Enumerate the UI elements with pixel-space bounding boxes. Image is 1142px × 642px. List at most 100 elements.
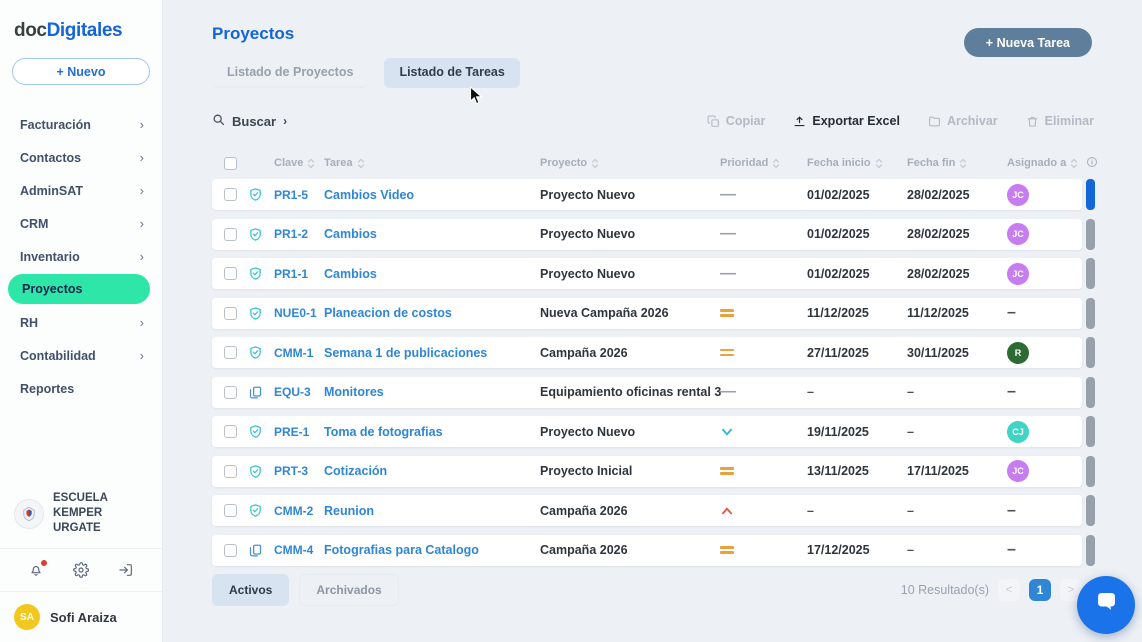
task-name-link[interactable]: Planeacion de costos bbox=[324, 306, 540, 320]
sort-icon[interactable] bbox=[875, 158, 883, 169]
sidebar-item-proyectos[interactable]: Proyectos bbox=[8, 274, 150, 304]
row-drag-handle[interactable] bbox=[1086, 337, 1095, 368]
row-drag-handle[interactable] bbox=[1086, 377, 1095, 408]
row-checkbox[interactable] bbox=[224, 465, 237, 478]
row-checkbox[interactable] bbox=[224, 307, 237, 320]
new-button[interactable]: + Nuevo bbox=[12, 58, 150, 85]
filter-activos[interactable]: Activos bbox=[212, 574, 289, 606]
sidebar-item-reportes[interactable]: Reportes bbox=[0, 372, 162, 405]
new-task-button[interactable]: + Nueva Tarea bbox=[964, 28, 1092, 57]
sort-icon[interactable] bbox=[1070, 158, 1078, 169]
status-filters: Activos Archivados bbox=[212, 574, 399, 606]
eliminar-button[interactable]: Eliminar bbox=[1026, 114, 1094, 128]
row-checkbox[interactable] bbox=[224, 188, 237, 201]
task-name-link[interactable]: Cambios bbox=[324, 267, 540, 281]
task-key-link[interactable]: PR1-2 bbox=[274, 227, 324, 241]
sidebar-item-inventario[interactable]: Inventario› bbox=[0, 240, 162, 273]
project-name: Proyecto Nuevo bbox=[540, 227, 720, 241]
sidebar-item-rh[interactable]: RH› bbox=[0, 306, 162, 339]
row-drag-handle[interactable] bbox=[1086, 416, 1095, 447]
task-key-link[interactable]: CMM-2 bbox=[274, 504, 324, 518]
row-checkbox[interactable] bbox=[224, 504, 237, 517]
task-pages-icon bbox=[248, 543, 274, 558]
sort-icon[interactable] bbox=[307, 158, 315, 169]
logout-icon[interactable] bbox=[118, 562, 134, 578]
task-name-link[interactable]: Cotización bbox=[324, 464, 540, 478]
sidebar-item-contactos[interactable]: Contactos› bbox=[0, 141, 162, 174]
column-header-proyecto[interactable]: Proyecto bbox=[540, 157, 720, 169]
assignee-avatar[interactable]: JC bbox=[1007, 460, 1029, 482]
task-key-link[interactable]: PR1-1 bbox=[274, 267, 324, 281]
row-drag-handle[interactable] bbox=[1086, 179, 1095, 210]
task-key-link[interactable]: CMM-4 bbox=[274, 543, 324, 557]
assignee-avatar[interactable]: JC bbox=[1007, 223, 1029, 245]
column-header-asignado-a[interactable]: Asignado a bbox=[1007, 157, 1082, 169]
task-key-link[interactable]: PRT-3 bbox=[274, 464, 324, 478]
view-tabs: Listado de Proyectos Listado de Tareas bbox=[212, 58, 1142, 88]
row-drag-handle[interactable] bbox=[1086, 298, 1095, 329]
sort-icon[interactable] bbox=[591, 158, 599, 169]
task-name-link[interactable]: Fotografias para Catalogo bbox=[324, 543, 540, 557]
assignee-avatar[interactable]: JC bbox=[1007, 184, 1029, 206]
row-drag-handle[interactable] bbox=[1086, 258, 1095, 289]
column-header-fecha-fin[interactable]: Fecha fin bbox=[907, 157, 1007, 169]
action-label: Eliminar bbox=[1045, 114, 1094, 128]
select-all-checkbox[interactable] bbox=[224, 157, 237, 170]
row-checkbox[interactable] bbox=[224, 386, 237, 399]
page-number-current[interactable]: 1 bbox=[1029, 579, 1051, 601]
settings-gear-icon[interactable] bbox=[73, 562, 89, 578]
filter-archivados[interactable]: Archivados bbox=[299, 574, 398, 606]
copiar-button[interactable]: Copiar bbox=[707, 114, 766, 128]
row-checkbox[interactable] bbox=[224, 425, 237, 438]
task-key-link[interactable]: EQU-3 bbox=[274, 385, 324, 399]
tab-listado-de-proyectos[interactable]: Listado de Proyectos bbox=[212, 58, 368, 88]
chat-launcher-button[interactable] bbox=[1077, 576, 1135, 634]
task-name-link[interactable]: Cambios Video bbox=[324, 188, 540, 202]
row-drag-handle[interactable] bbox=[1086, 495, 1095, 526]
task-name-link[interactable]: Cambios bbox=[324, 227, 540, 241]
row-checkbox[interactable] bbox=[224, 346, 237, 359]
row-checkbox[interactable] bbox=[224, 228, 237, 241]
sidebar-item-contabilidad[interactable]: Contabilidad› bbox=[0, 339, 162, 372]
task-name-link[interactable]: Reunion bbox=[324, 504, 540, 518]
assignee-avatar[interactable]: CJ bbox=[1007, 421, 1029, 443]
archivar-button[interactable]: Archivar bbox=[928, 114, 998, 128]
search-toggle[interactable]: Buscar › bbox=[212, 113, 287, 129]
info-icon[interactable] bbox=[1086, 156, 1098, 171]
sort-icon[interactable] bbox=[772, 158, 780, 169]
sidebar-nav: Facturación›Contactos›AdminSAT›CRM›Inven… bbox=[0, 108, 162, 405]
task-shield-icon bbox=[248, 187, 274, 202]
task-name-link[interactable]: Semana 1 de publicaciones bbox=[324, 346, 540, 360]
task-name-link[interactable]: Monitores bbox=[324, 385, 540, 399]
row-checkbox[interactable] bbox=[224, 267, 237, 280]
assignee-avatar[interactable]: R bbox=[1007, 342, 1029, 364]
user-row[interactable]: SA Sofi Araiza bbox=[0, 592, 162, 642]
organization-row[interactable]: ESCUELA KEMPER URGATE bbox=[0, 481, 162, 548]
assignee-avatar[interactable]: JC bbox=[1007, 263, 1029, 285]
row-drag-handle[interactable] bbox=[1086, 456, 1095, 487]
row-checkbox[interactable] bbox=[224, 544, 237, 557]
sort-icon[interactable] bbox=[357, 158, 365, 169]
row-drag-handle[interactable] bbox=[1086, 535, 1095, 566]
tab-listado-de-tareas[interactable]: Listado de Tareas bbox=[384, 58, 519, 88]
column-header-clave[interactable]: Clave bbox=[274, 157, 324, 169]
task-key-link[interactable]: NUE0-1 bbox=[274, 306, 324, 320]
sort-icon[interactable] bbox=[959, 158, 967, 169]
assignee-empty: – bbox=[1007, 383, 1082, 401]
table-row-nue0-1: NUE0-1Planeacion de costosNueva Campaña … bbox=[212, 298, 1082, 329]
column-header-fecha-inicio[interactable]: Fecha inicio bbox=[807, 157, 907, 169]
page-prev-button[interactable]: < bbox=[998, 579, 1020, 601]
column-header-prioridad[interactable]: Prioridad bbox=[720, 157, 807, 169]
task-key-link[interactable]: PR1-5 bbox=[274, 188, 324, 202]
column-header-tarea[interactable]: Tarea bbox=[324, 157, 540, 169]
sidebar-item-label: Proyectos bbox=[22, 282, 82, 296]
notifications-bell-icon[interactable] bbox=[28, 562, 44, 578]
row-drag-handle[interactable] bbox=[1086, 219, 1095, 250]
sidebar-item-crm[interactable]: CRM› bbox=[0, 207, 162, 240]
task-key-link[interactable]: PRE-1 bbox=[274, 425, 324, 439]
exportar-excel-button[interactable]: Exportar Excel bbox=[793, 114, 900, 128]
sidebar-item-adminsat[interactable]: AdminSAT› bbox=[0, 174, 162, 207]
task-key-link[interactable]: CMM-1 bbox=[274, 346, 324, 360]
sidebar-item-facturaci-n[interactable]: Facturación› bbox=[0, 108, 162, 141]
task-name-link[interactable]: Toma de fotografias bbox=[324, 425, 540, 439]
